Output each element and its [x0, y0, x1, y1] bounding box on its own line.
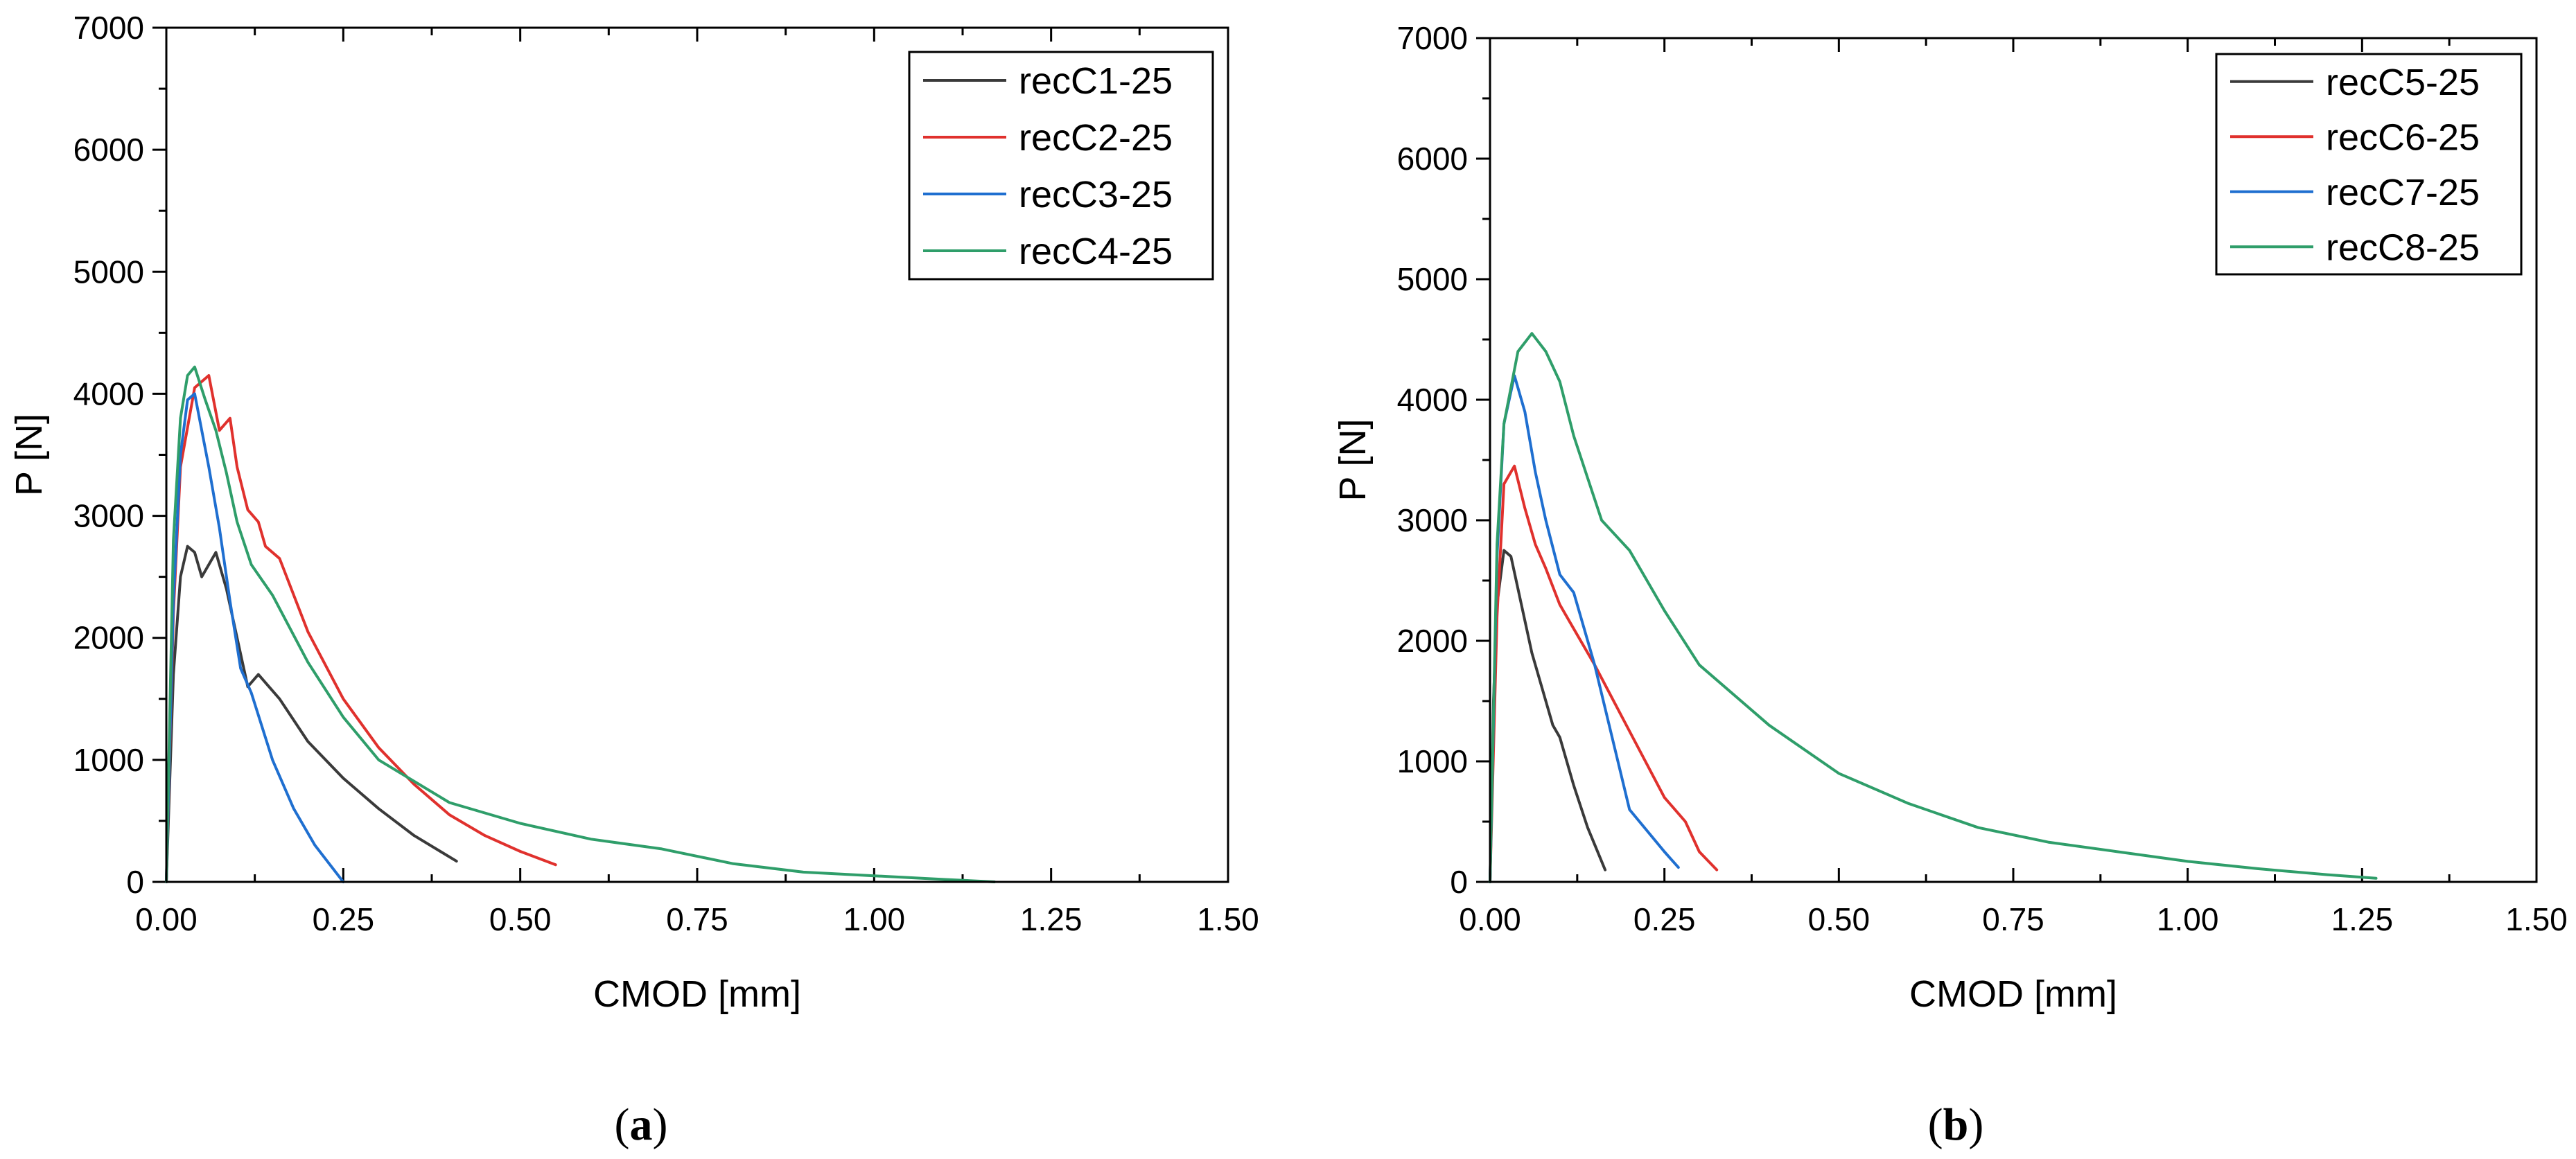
x-tick-label: 0.50: [1808, 901, 1870, 937]
y-tick-label: 4000: [1397, 382, 1468, 418]
y-tick-label: 6000: [1397, 141, 1468, 177]
y-axis-label: P [N]: [1332, 418, 1374, 501]
legend-label: recC6-25: [2326, 116, 2480, 158]
series-line-recC3-25: [165, 392, 345, 883]
y-tick-label: 0: [126, 864, 144, 900]
x-axis-label: CMOD [mm]: [593, 973, 801, 1015]
y-tick-label: 4000: [73, 375, 144, 412]
legend: recC5-25 recC6-25 recC7-25 recC8-25: [2215, 53, 2523, 276]
series-line-recC8-25: [1489, 332, 2378, 883]
x-tick-label: 1.00: [2157, 901, 2219, 937]
legend-box: [2215, 53, 2523, 276]
plot-frame: [1489, 37, 2538, 883]
y-tick-label: 1000: [73, 742, 144, 778]
axes: 0.00 0.25 0.50 0.75 1.00 1.25 1.50 0 1000 2000 300…: [73, 10, 1259, 937]
series-line-recC5-25: [1489, 549, 1607, 883]
y-tick-label: 2000: [73, 620, 144, 656]
axes: 0.00 0.25 0.50 0.75 1.00 1.25 1.50 0 1000 2000 300…: [1397, 20, 2568, 937]
x-tick-label: 0.00: [135, 901, 198, 937]
series-group: [1489, 332, 2378, 883]
y-tick-label: 3000: [73, 498, 144, 534]
x-tick-label: 0.50: [489, 901, 552, 937]
plot-frame: [165, 26, 1229, 883]
y-tick-label: 1000: [1397, 743, 1468, 779]
y-tick-label: 3000: [1397, 502, 1468, 538]
y-tick-label: 2000: [1397, 623, 1468, 659]
legend-box: [908, 51, 1214, 281]
x-tick-label: 1.50: [2505, 901, 2568, 937]
y-tick-label: 7000: [1397, 20, 1468, 56]
series-line-recC1-25: [165, 545, 458, 883]
y-tick-label: 5000: [1397, 261, 1468, 297]
x-tick-label: 0.00: [1459, 901, 1521, 937]
y-axis-label: P [N]: [8, 414, 50, 496]
legend-label: recC5-25: [2326, 62, 2480, 103]
chart-panel-a: 0.00 0.25 0.50 0.75 1.00 1.25 1.50 0 1000 2000 300…: [8, 10, 1259, 1150]
panel-label: (b): [1928, 1099, 1984, 1150]
x-tick-label: 0.75: [666, 901, 728, 937]
x-axis-label: CMOD [mm]: [1909, 973, 2117, 1015]
panel-letter: a: [630, 1099, 653, 1150]
legend-label: recC8-25: [2326, 227, 2480, 268]
x-tick-label: 0.25: [313, 901, 375, 937]
panel-letter: b: [1943, 1099, 1969, 1150]
y-tick-label: 0: [1450, 864, 1468, 900]
legend-label: recC1-25: [1019, 60, 1173, 102]
x-tick-label: 0.75: [1982, 901, 2044, 937]
legend-label: recC3-25: [1019, 174, 1173, 215]
chart-panel-b: 0.00 0.25 0.50 0.75 1.00 1.25 1.50 0 1000 2000 300…: [1332, 20, 2568, 1150]
x-tick-label: 1.25: [2331, 901, 2394, 937]
legend-label: recC7-25: [2326, 172, 2480, 213]
x-tick-label: 0.25: [1633, 901, 1696, 937]
legend-label: recC2-25: [1019, 117, 1173, 159]
legend: recC1-25 recC2-25 recC3-25 recC4-25: [908, 51, 1214, 281]
y-tick-label: 5000: [73, 254, 144, 290]
legend-label: recC4-25: [1019, 231, 1173, 272]
series-group: [165, 365, 996, 883]
x-tick-label: 1.50: [1197, 901, 1259, 937]
x-tick-label: 1.00: [843, 901, 906, 937]
series-line-recC6-25: [1489, 464, 1719, 883]
x-tick-label: 1.25: [1020, 901, 1083, 937]
series-line-recC4-25: [165, 365, 996, 883]
y-tick-label: 6000: [73, 132, 144, 168]
series-line-recC7-25: [1489, 374, 1680, 883]
y-tick-label: 7000: [73, 10, 144, 46]
series-line-recC2-25: [165, 374, 557, 883]
panel-label: (a): [615, 1099, 668, 1150]
